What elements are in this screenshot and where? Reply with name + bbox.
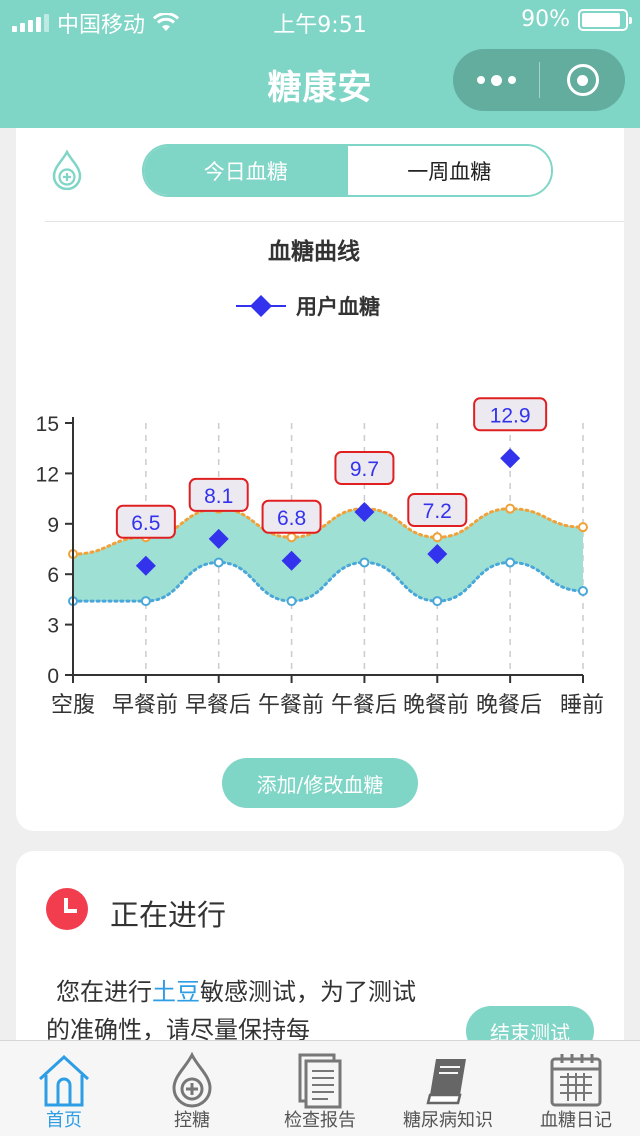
data-point — [135, 555, 156, 576]
divider — [45, 221, 624, 222]
y-tick-label: 12 — [36, 463, 59, 486]
y-tick-label: 3 — [47, 615, 59, 638]
data-label-box — [334, 451, 395, 486]
battery-percent: 90% — [521, 7, 570, 32]
lower-limit-point — [213, 557, 224, 568]
data-label-box — [115, 504, 176, 539]
data-label-box — [188, 477, 249, 512]
calendar-icon — [550, 1054, 602, 1107]
battery-icon — [578, 8, 632, 31]
lower-limit-point — [359, 557, 370, 568]
carrier-group: 中国移动 — [12, 7, 180, 39]
more-dots-icon[interactable] — [453, 49, 539, 111]
data-point — [500, 448, 521, 469]
lower-limit-point — [578, 586, 588, 596]
legend-marker — [236, 295, 286, 317]
clock-icon — [46, 888, 88, 930]
text-after: 敏感测试，为了测试的准确性，请尽量保持每 — [46, 978, 416, 1044]
data-point — [208, 528, 229, 549]
tab-bar: 首页 控糖 检查报告 糖尿病知识 血糖日记 — [0, 1040, 640, 1136]
x-tick-label: 空腹 — [51, 693, 95, 718]
blood-drop-plus-icon — [52, 150, 82, 190]
tab-reports[interactable]: 检查报告 — [256, 1041, 384, 1136]
food-link[interactable]: 土豆 — [152, 978, 200, 1006]
home-icon — [38, 1054, 90, 1107]
in-progress-text: 您在进行土豆敏感测试，为了测试的准确性，请尽量保持每 — [46, 973, 438, 1049]
x-tick-label: 午餐前 — [258, 693, 324, 718]
battery-group: 90% — [521, 7, 632, 32]
glucose-card: 今日血糖 一周血糖 — [16, 128, 624, 831]
y-tick-label: 0 — [47, 665, 59, 688]
legend-label: 用户血糖 — [296, 295, 380, 319]
tab-home[interactable]: 首页 — [0, 1041, 128, 1136]
nav-bar: 糖康安 — [0, 40, 640, 128]
blood-drop-plus-icon — [172, 1051, 212, 1108]
tab-knowledge[interactable]: 糖尿病知识 — [384, 1041, 512, 1136]
status-bar: 中国移动 上午9:51 90% — [0, 0, 640, 40]
x-tick-label: 午餐后 — [331, 693, 397, 718]
glucose-chart: 0 3 6 9 12 15 空腹 早餐前 早餐后 午餐前 午餐后 晚餐前 晚餐后 睡前 6.5 8.1 6.8 9… — [36, 397, 604, 718]
add-edit-glucose-button[interactable]: 添加/修改血糖 — [222, 758, 418, 808]
normal-range-band — [73, 508, 583, 602]
x-tick-label: 睡前 — [560, 693, 604, 718]
x-tick-label: 晚餐前 — [403, 693, 469, 718]
in-progress-heading: 正在进行 — [110, 898, 227, 932]
document-icon — [298, 1053, 342, 1109]
book-icon — [426, 1059, 466, 1105]
target-circle-icon[interactable] — [540, 49, 625, 111]
app-title: 糖康安 — [267, 68, 373, 108]
period-switch: 今日血糖 一周血糖 — [142, 144, 553, 197]
tab-label: 血糖日记 — [540, 1110, 612, 1131]
lower-limit-point — [505, 557, 516, 568]
upper-limit-point — [578, 522, 588, 533]
clock-time: 上午9:51 — [273, 13, 367, 38]
tab-label: 控糖 — [174, 1110, 210, 1131]
chart-legend: 用户血糖 — [236, 292, 380, 320]
data-point — [354, 502, 375, 523]
signal-icon — [12, 14, 49, 32]
tab-sugar-control[interactable]: 控糖 — [128, 1041, 256, 1136]
carrier-name: 中国移动 — [57, 13, 146, 38]
x-tick-label: 晚餐后 — [476, 693, 542, 718]
data-label: 6.8 — [277, 507, 306, 530]
tab-diary[interactable]: 血糖日记 — [512, 1041, 640, 1136]
data-label-box — [261, 499, 322, 534]
y-tick-label: 15 — [36, 413, 59, 436]
lower-limit-line — [71, 560, 585, 603]
tab-label: 首页 — [46, 1110, 82, 1131]
tab-week[interactable]: 一周血糖 — [347, 146, 551, 195]
lower-limit-point — [432, 596, 443, 607]
data-label: 8.1 — [204, 485, 233, 508]
tab-today[interactable]: 今日血糖 — [144, 146, 348, 195]
data-point — [427, 544, 448, 565]
y-tick-label: 6 — [47, 564, 59, 587]
y-tick-label: 9 — [47, 514, 59, 537]
upper-limit-point — [432, 532, 443, 543]
text-before: 您在进行 — [56, 978, 152, 1006]
upper-limit-point — [505, 503, 516, 514]
lower-limit-point — [140, 596, 151, 607]
x-tick-label: 早餐后 — [185, 693, 251, 718]
data-label: 9.7 — [350, 458, 379, 481]
upper-limit-point — [286, 532, 297, 543]
tab-label: 糖尿病知识 — [403, 1110, 493, 1131]
data-label: 6.5 — [131, 512, 160, 535]
data-point — [281, 550, 302, 571]
data-label: 7.2 — [423, 500, 452, 523]
data-label-box — [407, 493, 468, 528]
data-label: 12.9 — [490, 404, 531, 427]
lower-limit-point — [286, 596, 297, 607]
data-label-box — [473, 397, 548, 432]
wifi-icon — [153, 13, 180, 31]
tab-label: 检查报告 — [284, 1110, 356, 1131]
chart-title: 血糖曲线 — [268, 239, 360, 265]
mini-program-capsule — [453, 49, 625, 111]
capsule-divider — [539, 62, 540, 98]
x-tick-label: 早餐前 — [112, 693, 178, 718]
